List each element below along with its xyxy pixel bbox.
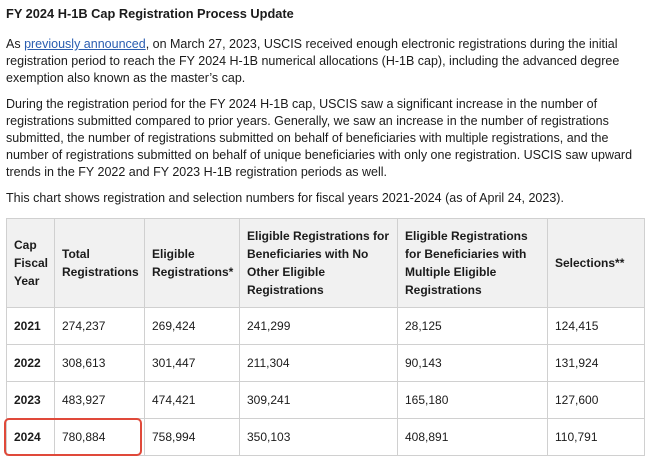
- cell-multiple: 28,125: [397, 307, 548, 345]
- cell-selections: 124,415: [547, 307, 645, 345]
- table-row: 2023 483,927 474,421 309,241 165,180 127…: [6, 381, 645, 419]
- cell-total: 274,237: [54, 307, 145, 345]
- cell-no-other: 309,241: [239, 381, 398, 419]
- page-title: FY 2024 H-1B Cap Registration Process Up…: [6, 6, 294, 21]
- intro-suffix: , on March 27, 2023, USCIS received enou…: [6, 37, 620, 85]
- intro-paragraph: As previously announced, on March 27, 20…: [6, 36, 643, 87]
- table-row: 2021 274,237 269,424 241,299 28,125 124,…: [6, 307, 645, 345]
- cell-total: 483,927: [54, 381, 145, 419]
- cell-no-other: 241,299: [239, 307, 398, 345]
- cell-year: 2022: [6, 344, 55, 382]
- cell-total: 308,613: [54, 344, 145, 382]
- cell-no-other: 211,304: [239, 344, 398, 382]
- increase-paragraph: During the registration period for the F…: [6, 97, 633, 179]
- cell-eligible: 269,424: [144, 307, 240, 345]
- cell-year: 2021: [6, 307, 55, 345]
- header-no-other-eligible: Eligible Registrations for Beneficiaries…: [239, 218, 398, 308]
- chart-intro-paragraph: This chart shows registration and select…: [6, 191, 564, 205]
- header-total-registrations: Total Registrations: [54, 218, 145, 308]
- header-eligible-registrations: Eligible Registrations*: [144, 218, 240, 308]
- header-multiple-eligible: Eligible Registrations for Beneficiaries…: [397, 218, 548, 308]
- previously-announced-link[interactable]: previously announced: [24, 37, 146, 51]
- cell-eligible: 758,994: [144, 418, 240, 456]
- registration-table: Cap Fiscal Year Total Registrations Elig…: [6, 218, 645, 456]
- cell-multiple: 90,143: [397, 344, 548, 382]
- table-row: 2024 780,884 758,994 350,103 408,891 110…: [6, 418, 645, 456]
- table-header-row: Cap Fiscal Year Total Registrations Elig…: [6, 218, 645, 308]
- cell-no-other: 350,103: [239, 418, 398, 456]
- cell-eligible: 301,447: [144, 344, 240, 382]
- intro-prefix: As: [6, 37, 25, 51]
- header-cap-fiscal-year: Cap Fiscal Year: [6, 218, 55, 308]
- cell-multiple: 408,891: [397, 418, 548, 456]
- cell-multiple: 165,180: [397, 381, 548, 419]
- cell-selections: 110,791: [547, 418, 645, 456]
- cell-year: 2023: [6, 381, 55, 419]
- highlight-box-2024: [4, 418, 142, 456]
- cell-selections: 127,600: [547, 381, 645, 419]
- table-row: 2022 308,613 301,447 211,304 90,143 131,…: [6, 344, 645, 382]
- cell-selections: 131,924: [547, 344, 645, 382]
- cell-eligible: 474,421: [144, 381, 240, 419]
- header-selections: Selections**: [547, 218, 645, 308]
